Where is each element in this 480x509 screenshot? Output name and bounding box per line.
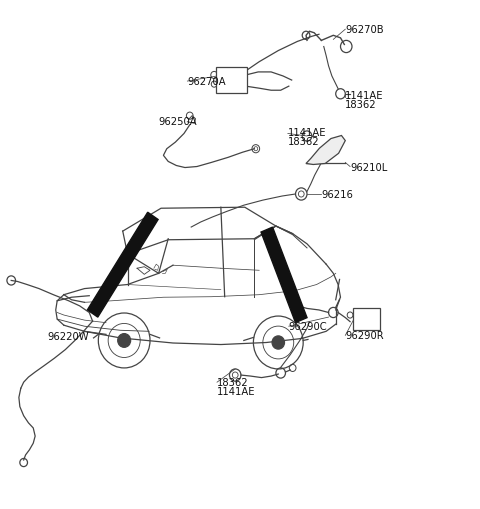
Polygon shape [261,228,307,323]
Circle shape [272,336,285,349]
Text: 96290R: 96290R [345,331,384,341]
Circle shape [118,334,131,348]
Text: 96210L: 96210L [350,162,387,172]
Text: 18362: 18362 [345,100,377,110]
Text: 1141AE: 1141AE [217,386,255,397]
FancyBboxPatch shape [216,68,247,94]
FancyBboxPatch shape [353,308,380,331]
Text: 1141AE: 1141AE [288,128,326,137]
Text: 18362: 18362 [288,137,320,147]
Text: 18362: 18362 [217,378,249,387]
Text: 96220W: 96220W [48,332,89,342]
Text: 96216: 96216 [322,190,353,200]
Polygon shape [87,213,158,318]
Polygon shape [306,136,345,165]
Text: 96270B: 96270B [345,25,384,35]
Text: 1141AE: 1141AE [345,91,384,101]
Text: 96250A: 96250A [158,117,197,127]
Text: 96270A: 96270A [187,77,226,87]
Text: 96290C: 96290C [289,322,327,331]
